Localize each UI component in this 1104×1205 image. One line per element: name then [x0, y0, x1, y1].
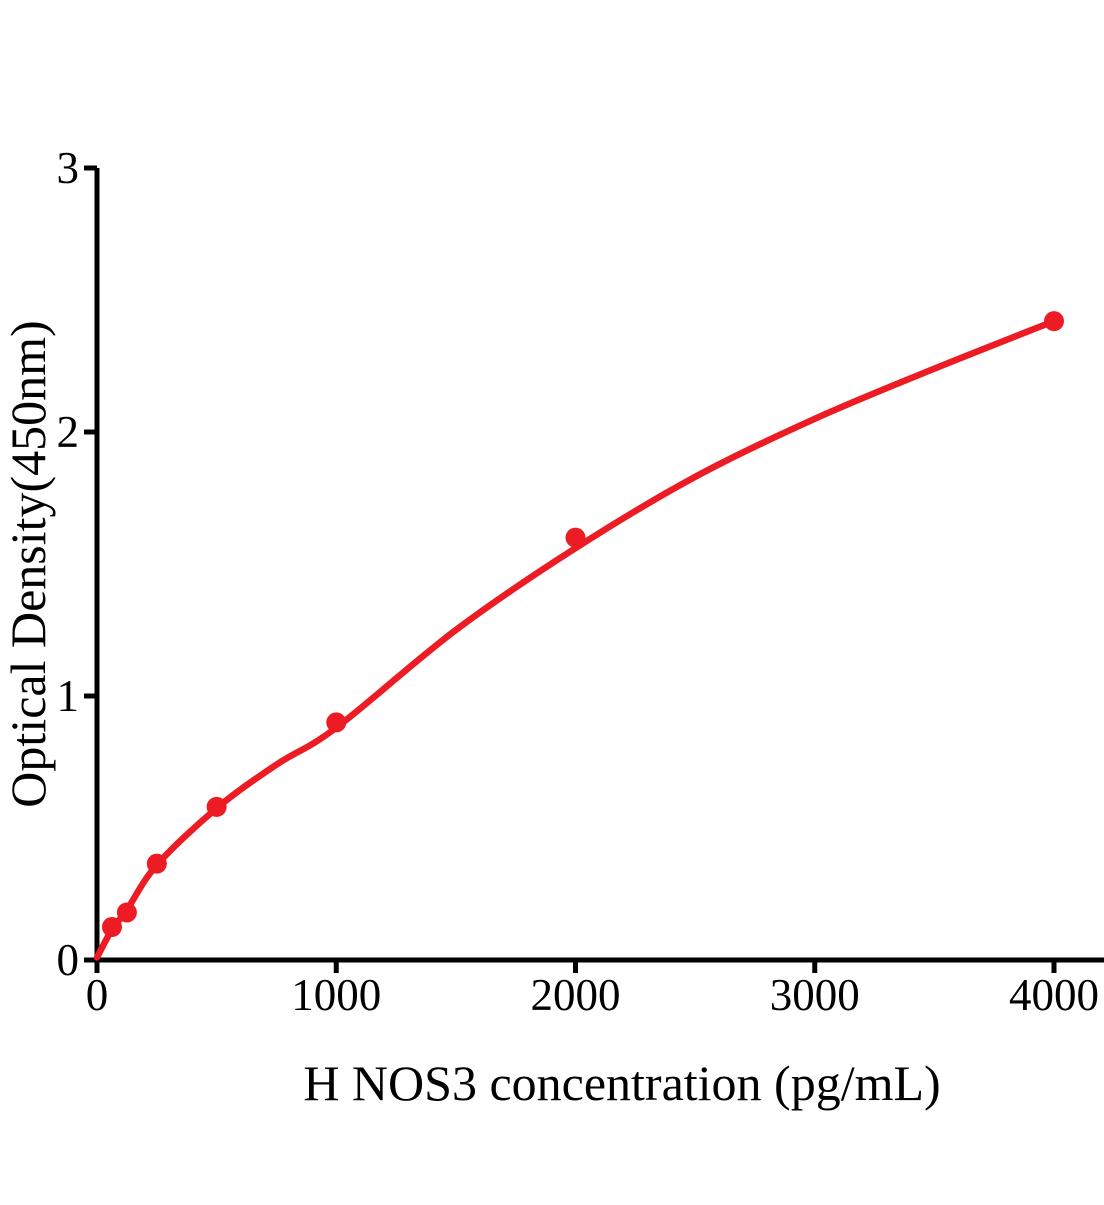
y-tick-label: 2 [57, 407, 80, 457]
data-point [565, 527, 586, 548]
data-point [1044, 311, 1064, 332]
data-points [101, 311, 1064, 937]
data-point [326, 712, 347, 733]
x-axis-ticks: 0 1000 2000 3000 4000 [86, 960, 1099, 1020]
data-point [101, 917, 122, 937]
y-tick-label: 0 [57, 935, 80, 985]
fitted-curve [93, 317, 1058, 961]
x-tick-label: 4000 [1009, 970, 1099, 1020]
x-axis-title: H NOS3 concentration (pg/mL) [303, 1055, 940, 1111]
data-point [206, 796, 227, 817]
data-point [116, 902, 137, 923]
data-point [146, 853, 167, 874]
y-tick-label: 3 [57, 143, 80, 193]
y-axis-ticks: 0 1 2 3 [57, 143, 97, 985]
y-tick-label: 1 [57, 671, 80, 721]
x-tick-label: 2000 [531, 970, 621, 1020]
x-tick-label: 1000 [291, 970, 381, 1020]
y-axis-title: Optical Density(450nm) [0, 320, 56, 807]
x-tick-label: 3000 [770, 970, 860, 1020]
x-tick-label: 0 [86, 970, 109, 1020]
